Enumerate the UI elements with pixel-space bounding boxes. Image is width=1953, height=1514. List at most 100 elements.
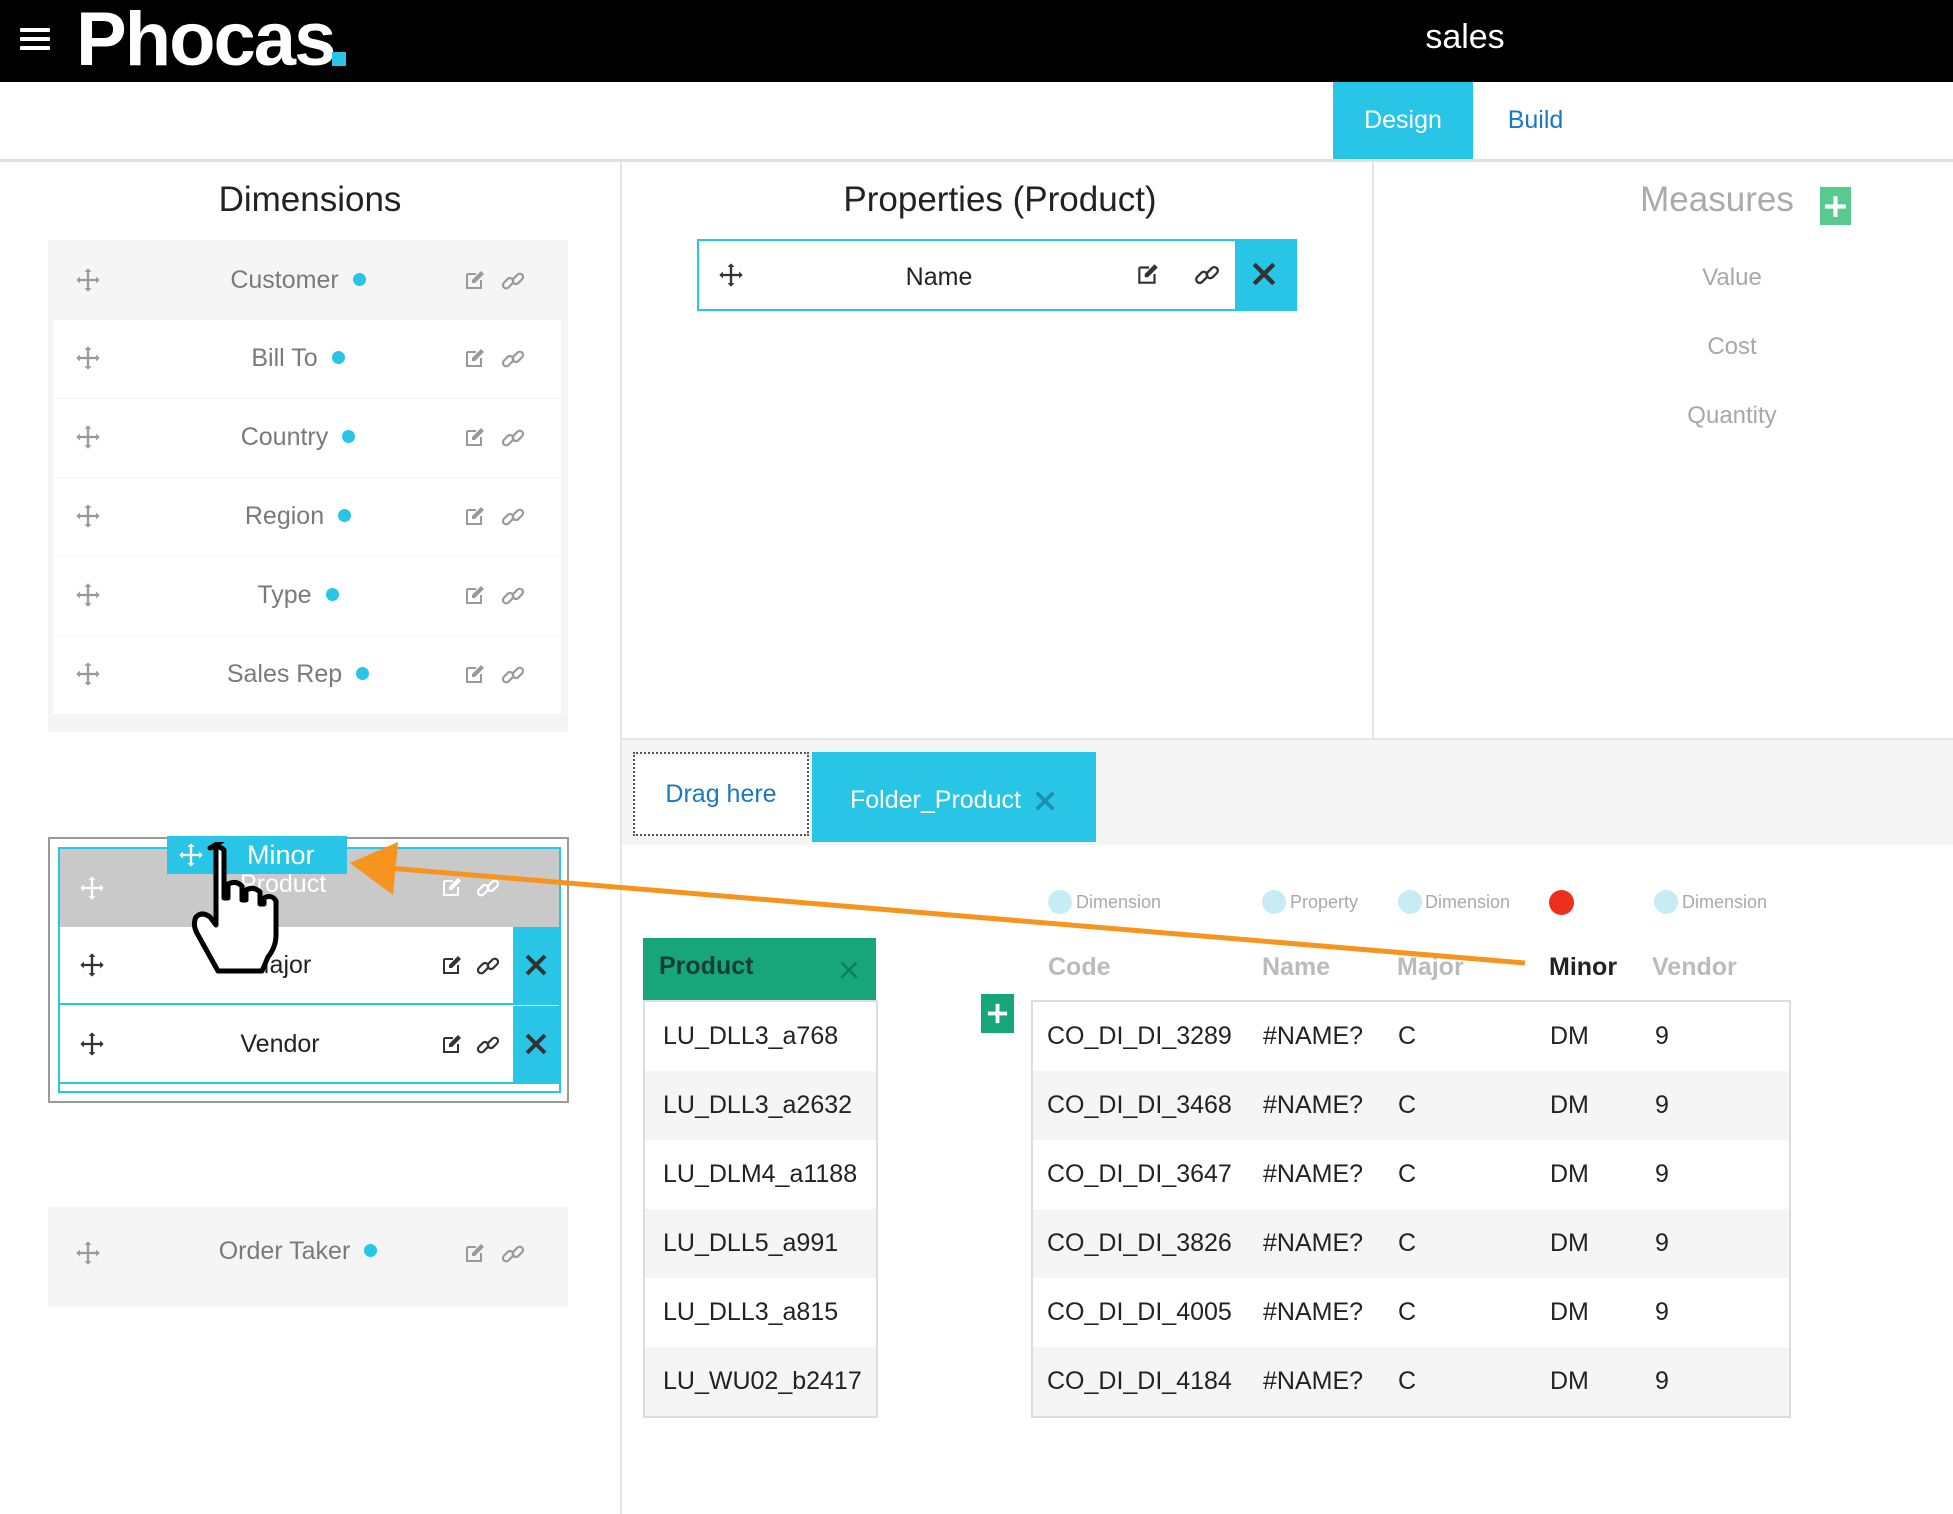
link-icon[interactable] <box>500 268 526 294</box>
panel-divider <box>622 738 1953 740</box>
dragged-dimension-minor[interactable]: Minor <box>167 836 347 874</box>
product-cell[interactable]: LU_DLL3_a815 <box>663 1298 839 1326</box>
property-row-name[interactable]: Name <box>697 239 1297 311</box>
table-cell: 9 <box>1655 1367 1669 1395</box>
table-cell: #NAME? <box>1263 1367 1364 1395</box>
close-icon <box>525 1033 547 1055</box>
move-icon[interactable] <box>74 423 102 451</box>
product-header-label: Product <box>659 952 754 980</box>
product-column-header[interactable]: Product <box>643 938 876 1000</box>
measure-cost[interactable]: Cost <box>1707 333 1757 360</box>
table-row[interactable]: CO_DI_DI_4005 #NAME? C DM 9 <box>1033 1278 1789 1347</box>
edit-icon[interactable] <box>463 346 487 370</box>
edit-icon[interactable] <box>463 583 487 607</box>
column-header-code[interactable]: Code <box>1048 953 1111 981</box>
dimension-row[interactable]: Country <box>53 399 561 477</box>
table-cell: 9 <box>1655 1091 1669 1119</box>
dimension-label: Type <box>257 581 312 609</box>
property-type-dot <box>1262 890 1286 914</box>
status-dot <box>352 273 366 286</box>
table-cell: #NAME? <box>1263 1298 1364 1326</box>
top-bar: Phocas sales <box>0 0 1953 82</box>
hamburger-menu-icon[interactable] <box>20 28 50 50</box>
table-cell: 9 <box>1655 1229 1669 1257</box>
column-header-name[interactable]: Name <box>1262 953 1331 981</box>
product-cell[interactable]: LU_WU02_b2417 <box>645 1347 876 1416</box>
edit-icon[interactable] <box>1135 261 1161 287</box>
table-row[interactable]: CO_DI_DI_3826 #NAME? C DM 9 <box>1033 1209 1789 1278</box>
table-cell: C <box>1398 1160 1417 1188</box>
link-icon[interactable] <box>475 953 501 979</box>
link-icon[interactable] <box>1193 261 1221 289</box>
product-cell[interactable]: LU_DLL3_a2632 <box>645 1071 876 1140</box>
product-cell[interactable]: LU_DLM4_a1188 <box>663 1160 858 1188</box>
dimension-row[interactable]: Region <box>53 478 561 556</box>
measure-value[interactable]: Value <box>1702 264 1762 291</box>
selected-dimension-row[interactable]: Vendor <box>60 1006 513 1084</box>
link-icon[interactable] <box>500 346 526 372</box>
link-icon[interactable] <box>500 583 526 609</box>
table-row[interactable]: CO_DI_DI_4184 #NAME? C DM 9 <box>1033 1347 1789 1416</box>
move-icon[interactable] <box>74 1239 102 1267</box>
product-cell[interactable]: LU_DLL3_a768 <box>663 1022 839 1050</box>
table-row[interactable]: CO_DI_DI_3647 #NAME? C DM 9 <box>1033 1140 1789 1209</box>
tab-build[interactable]: Build <box>1507 106 1564 134</box>
close-icon[interactable] <box>839 960 859 980</box>
folder-chip[interactable]: Folder_Product <box>812 752 1096 842</box>
edit-icon[interactable] <box>440 1032 464 1056</box>
dimension-row[interactable]: Sales Rep <box>53 636 561 714</box>
dimensions-title: Dimensions <box>218 180 402 219</box>
edit-icon <box>443 878 461 896</box>
table-cell: C <box>1398 1229 1417 1257</box>
move-icon[interactable] <box>74 581 102 609</box>
close-icon[interactable] <box>1034 790 1056 812</box>
edit-icon[interactable] <box>440 953 464 977</box>
dimension-row[interactable]: Customer <box>48 242 568 320</box>
table-cell: CO_DI_DI_3826 <box>1047 1229 1232 1257</box>
link-icon[interactable] <box>500 1241 526 1267</box>
plus-icon <box>1825 196 1846 217</box>
column-header-minor[interactable]: Minor <box>1549 953 1618 981</box>
move-icon[interactable] <box>717 261 745 289</box>
tab-design[interactable]: Design <box>1333 82 1473 159</box>
selected-dimension-row[interactable]: Major <box>60 927 513 1005</box>
dimension-type-dot <box>1048 890 1072 914</box>
move-icon[interactable] <box>74 266 102 294</box>
link-icon[interactable] <box>500 425 526 451</box>
dimension-row[interactable]: Bill To <box>53 320 561 398</box>
dimension-row[interactable]: Type <box>53 557 561 635</box>
drag-here-dropzone[interactable]: Drag here <box>633 752 809 836</box>
move-icon[interactable] <box>74 660 102 688</box>
table-cell: CO_DI_DI_3289 <box>1047 1022 1232 1050</box>
dimension-row-order-taker[interactable]: Order Taker <box>48 1207 568 1307</box>
measure-quantity[interactable]: Quantity <box>1687 402 1777 429</box>
logo-dot <box>332 52 346 66</box>
move-icon[interactable] <box>74 344 102 372</box>
move-icon[interactable] <box>78 1030 106 1058</box>
table-cell: 9 <box>1655 1160 1669 1188</box>
add-column-button[interactable] <box>981 994 1014 1033</box>
remove-property-button[interactable] <box>1235 241 1295 309</box>
panel-divider <box>1372 162 1374 740</box>
edit-icon[interactable] <box>463 662 487 686</box>
edit-icon[interactable] <box>463 504 487 528</box>
column-header-major[interactable]: Major <box>1397 953 1464 981</box>
edit-icon[interactable] <box>463 268 487 292</box>
move-icon[interactable] <box>78 951 106 979</box>
move-icon[interactable] <box>74 502 102 530</box>
remove-dimension-button[interactable] <box>513 1006 559 1084</box>
column-header-vendor[interactable]: Vendor <box>1652 953 1737 981</box>
link-icon[interactable] <box>475 1032 501 1058</box>
table-row[interactable]: CO_DI_DI_3289 #NAME? C DM 9 <box>1033 1002 1789 1071</box>
product-cell[interactable]: LU_DLL5_a991 <box>645 1209 876 1278</box>
edit-icon[interactable] <box>463 425 487 449</box>
edit-icon[interactable] <box>463 1241 487 1265</box>
table-row[interactable]: CO_DI_DI_3468 #NAME? C DM 9 <box>1033 1071 1789 1140</box>
link-icon[interactable] <box>500 504 526 530</box>
add-measure-button[interactable] <box>1820 187 1851 225</box>
table-cell: DM <box>1550 1091 1589 1119</box>
table-cell: DM <box>1550 1367 1589 1395</box>
status-dot <box>338 509 352 522</box>
remove-dimension-button[interactable] <box>513 927 559 1005</box>
link-icon[interactable] <box>500 662 526 688</box>
